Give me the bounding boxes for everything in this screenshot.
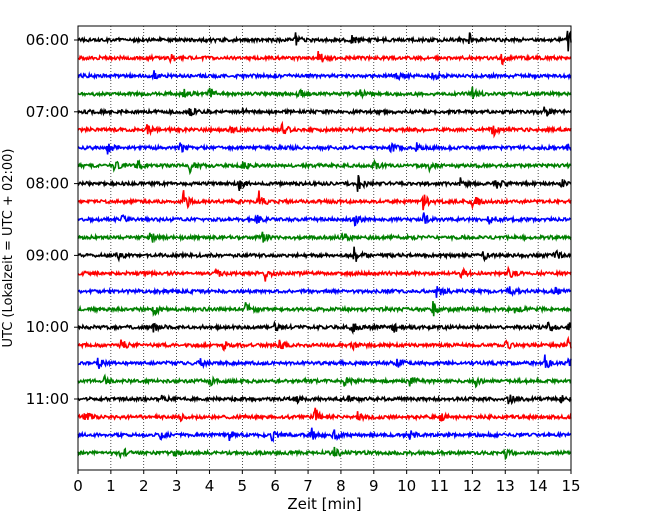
x-tick-label: 8 [336,477,346,495]
trace-1100 [77,394,572,406]
trace-0700 [77,106,572,117]
plot-frame [77,25,572,471]
x-tick-label: 12 [463,477,482,495]
grid [110,26,539,470]
x-tick-label: 3 [172,477,182,495]
x-axis: 0 1 2 3 4 5 6 7 8 9 10 11 12 13 14 15 [73,470,581,495]
x-tick-label: 0 [73,477,83,495]
x-tick-label: 11 [430,477,449,495]
y-axis-label: UTC (Lokalzeit = UTC + 02:00) [1,149,16,348]
x-tick-label: 6 [270,477,280,495]
trace-0645 [77,86,572,100]
x-tick-label: 13 [496,477,515,495]
x-tick-label: 15 [561,477,580,495]
trace-0745 [77,158,572,176]
trace-0730 [77,142,572,155]
trace-0830 [77,212,572,227]
trace-1115 [77,407,572,423]
x-tick-label: 4 [205,477,215,495]
trace-0715 [77,120,572,139]
trace-1000 [77,320,572,336]
trace-0630 [77,70,572,82]
trace-layer [77,29,572,461]
y-axis: 06:00 07:00 08:00 09:00 10:00 11:00 [26,31,78,408]
y-tick-label: 08:00 [26,175,69,193]
trace-1015 [77,335,572,352]
x-axis-label: Zeit [min] [287,495,361,513]
trace-1045 [77,373,572,389]
x-tick-label: 14 [529,477,548,495]
trace-0800 [77,174,572,192]
trace-1145 [77,446,572,461]
x-tick-label: 5 [238,477,248,495]
y-tick-label: 09:00 [26,246,69,264]
y-tick-label: 07:00 [26,103,69,121]
y-tick-label: 06:00 [26,31,69,49]
trace-0845 [77,231,572,243]
x-tick-label: 2 [139,477,149,495]
trace-0815 [77,190,572,211]
trace-0915 [77,265,572,282]
y-tick-label: 10:00 [26,318,69,336]
trace-0930 [77,286,572,298]
trace-1030 [77,354,572,370]
trace-0900 [77,246,572,263]
trace-0600 [77,29,572,52]
trace-1130 [77,427,572,443]
x-tick-label: 1 [106,477,116,495]
x-tick-label: 9 [369,477,379,495]
x-tick-label: 10 [397,477,416,495]
trace-0615 [77,51,572,66]
trace-0945 [77,301,572,317]
x-tick-label: 7 [303,477,313,495]
y-tick-label: 11:00 [26,390,69,408]
